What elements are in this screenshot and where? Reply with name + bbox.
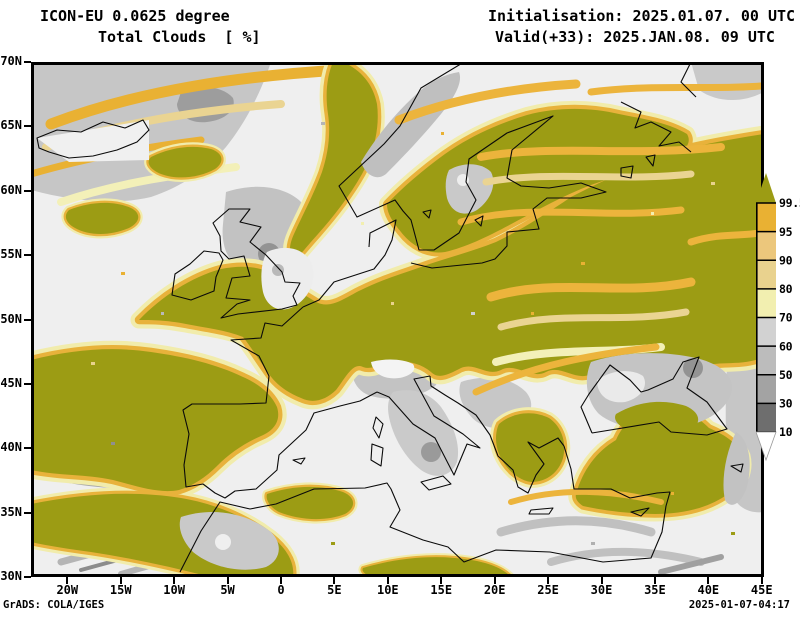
y-axis-tick (24, 125, 31, 128)
y-axis-label: 40N (0, 440, 22, 455)
colorbar-label: 95 (779, 225, 793, 239)
x-axis-label: 25E (537, 583, 559, 597)
y-axis-tick (24, 511, 31, 514)
x-axis-tick (653, 577, 656, 584)
y-axis-label: 45N (0, 375, 22, 390)
x-axis-label: 35E (644, 583, 666, 597)
x-axis-label: 0 (277, 583, 285, 597)
x-axis-tick (226, 577, 229, 584)
coastlines (36, 62, 744, 573)
y-axis-tick (24, 61, 31, 63)
x-axis-tick (547, 577, 550, 584)
speckles (91, 122, 735, 545)
y-axis-label: 65N (0, 118, 22, 133)
colorbar-segment (756, 317, 776, 347)
x-axis-label: 20W (56, 583, 79, 597)
cloud-accents (37, 62, 764, 570)
colorbar-label: 30 (779, 397, 793, 411)
y-axis-tick (24, 318, 31, 321)
y-axis-tick (24, 382, 31, 385)
x-axis-label: 30E (590, 583, 613, 597)
x-axis-label: 10E (376, 583, 399, 597)
x-axis-label: 5W (220, 583, 235, 597)
colorbar-below-min-arrow (756, 431, 777, 462)
x-axis-label: 10W (163, 583, 185, 597)
colorbar-segment (756, 374, 776, 404)
valid-time: Valid(+33): 2025.JAN.08. 09 UTC (495, 28, 775, 46)
variable-title: Total Clouds [ %] (98, 28, 261, 46)
colorbar-above-max-arrow (756, 173, 776, 203)
colorbar-segment (756, 260, 776, 289)
x-axis-tick (440, 577, 443, 584)
x-axis-tick (707, 577, 710, 584)
colorbar-segment (756, 231, 776, 261)
colorbar-segment (756, 346, 776, 375)
y-axis-tick (24, 254, 31, 257)
colorbar-label: 50 (779, 368, 793, 382)
colorbar-label: 70 (779, 311, 793, 325)
colorbar-label: 99.5 (779, 196, 800, 210)
cloud-percent-colorbar: 99.5 95 90 80 70 60 50 30 10 (756, 173, 800, 462)
x-axis-tick (173, 577, 176, 584)
colorbar-label: 10 (779, 425, 793, 439)
x-axis-label: 15W (109, 583, 132, 597)
colorbar-segment (756, 288, 776, 318)
y-axis-label: 50N (0, 311, 22, 326)
colorbar-label: 60 (779, 339, 793, 353)
plot-timestamp: 2025-01-07-04:17 (688, 599, 790, 611)
y-axis-label: 35N (0, 504, 22, 519)
x-axis-tick (279, 577, 282, 584)
y-axis-label: 55N (0, 247, 22, 262)
y-axis-label: 70N (0, 54, 22, 68)
colorbar-segment (756, 403, 776, 432)
cloud-cover-map (31, 62, 764, 577)
y-axis-tick (24, 576, 31, 578)
x-axis-label: 20E (483, 583, 506, 597)
x-axis-tick (386, 577, 389, 584)
x-axis-tick (493, 577, 496, 584)
y-axis-label: 60N (0, 182, 22, 197)
colorbar-label: 80 (779, 282, 793, 296)
grads-credit: GrADS: COLA/IGES (3, 599, 105, 611)
initialisation-time: Initialisation: 2025.01.07. 00 UTC (488, 7, 796, 25)
model-title: ICON-EU 0.0625 degree (40, 7, 230, 25)
colorbar-label: 90 (779, 253, 793, 267)
x-axis-label: 15E (430, 583, 453, 597)
x-axis-label: 5E (327, 583, 342, 597)
x-axis-label: 45E (750, 583, 773, 597)
x-axis-tick (119, 577, 122, 584)
y-axis-tick (24, 189, 31, 192)
y-axis-label: 30N (0, 569, 22, 583)
x-axis-tick (333, 577, 336, 584)
x-axis-tick (760, 577, 763, 584)
x-axis-label: 40E (697, 583, 720, 597)
colorbar-segment (756, 203, 776, 232)
y-axis-tick (24, 447, 31, 450)
x-axis-tick (600, 577, 603, 584)
x-axis-tick (66, 577, 69, 584)
